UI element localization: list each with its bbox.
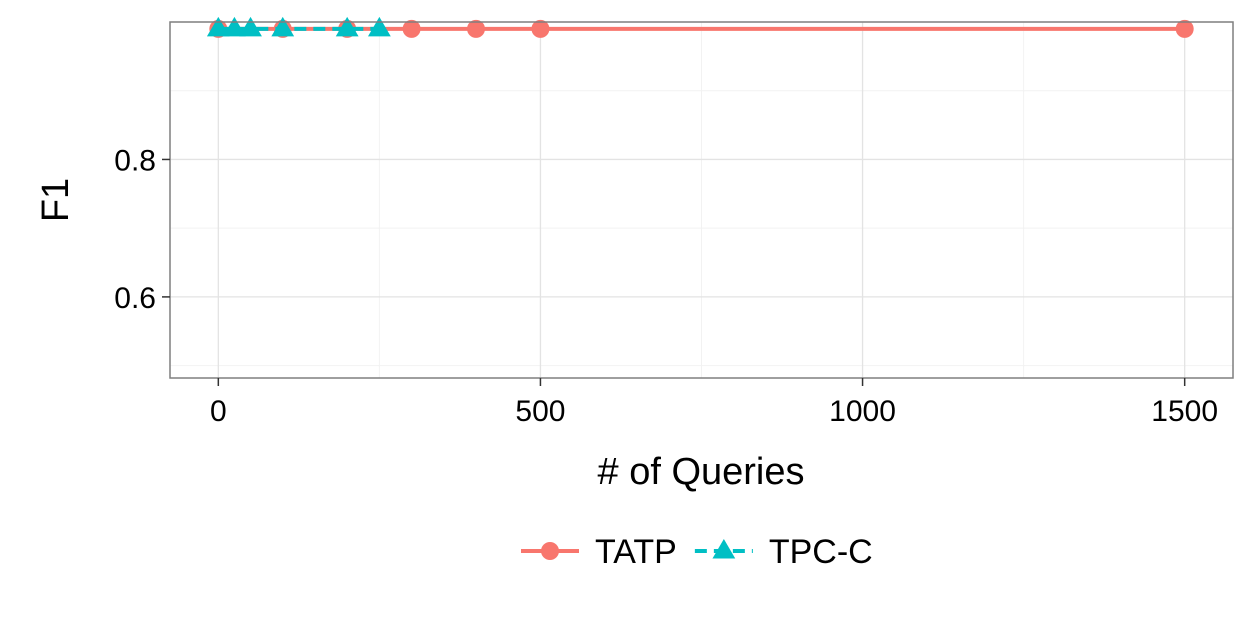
data-point bbox=[531, 19, 550, 38]
y-axis: 0.6 0.8 bbox=[114, 144, 170, 315]
legend-label: TATP bbox=[595, 533, 677, 571]
x-axis: 0 500 1000 1500 bbox=[210, 378, 1218, 428]
data-point bbox=[223, 16, 246, 37]
data-point bbox=[367, 16, 391, 37]
legend-key-marker bbox=[541, 542, 559, 560]
plot-panel-border bbox=[169, 21, 1234, 379]
minor-gridlines bbox=[170, 22, 1233, 378]
data-point bbox=[335, 16, 359, 37]
legend-label: TPC-C bbox=[769, 533, 873, 571]
y-axis-title: F1 bbox=[35, 178, 77, 222]
data-point bbox=[402, 19, 421, 38]
x-tick-label: 0 bbox=[210, 395, 227, 428]
x-tick-label: 500 bbox=[515, 395, 565, 428]
major-gridlines bbox=[170, 22, 1233, 378]
legend-key-marker bbox=[712, 539, 736, 559]
series-layer bbox=[206, 16, 1194, 38]
legend-item: TATP bbox=[521, 533, 677, 571]
data-point bbox=[1175, 19, 1194, 38]
series-tpc-c bbox=[206, 16, 391, 37]
y-tick-label: 0.6 bbox=[114, 282, 156, 315]
data-point bbox=[206, 16, 230, 37]
x-tick-label: 1000 bbox=[829, 395, 896, 428]
data-point bbox=[239, 16, 262, 37]
x-axis-title: # of Queries bbox=[598, 451, 805, 493]
data-point bbox=[467, 19, 486, 38]
data-point bbox=[271, 16, 295, 37]
y-tick-label: 0.8 bbox=[114, 144, 156, 177]
x-tick-label: 1500 bbox=[1151, 395, 1218, 428]
legend-item: TPC-C bbox=[694, 533, 873, 571]
legend: TATP TPC-C bbox=[521, 533, 873, 571]
